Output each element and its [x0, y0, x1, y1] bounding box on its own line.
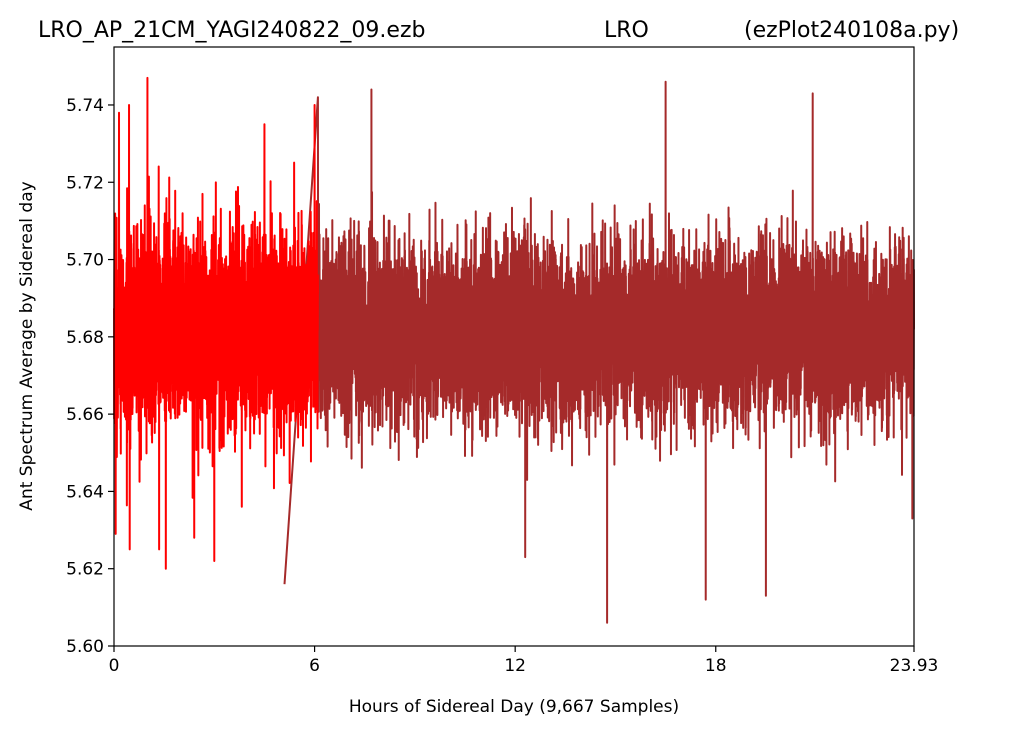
- y-tick-label: 5.60: [66, 637, 104, 657]
- series-layer: [113, 76, 915, 624]
- chart-site-title: LRO: [604, 18, 649, 43]
- x-tick-label: 18: [705, 656, 727, 676]
- y-axis-label: Ant Spectrum Average by Sidereal day: [17, 181, 37, 510]
- plot-area: [113, 46, 915, 647]
- y-tick-label: 5.62: [66, 560, 104, 580]
- y-tick-label: 5.66: [66, 405, 104, 425]
- y-tick-label: 5.72: [66, 173, 104, 193]
- x-tick-label: 0: [109, 656, 120, 676]
- series-line-brown: [283, 80, 915, 624]
- y-tick-label: 5.64: [66, 482, 104, 502]
- chart-script-title: (ezPlot240108a.py): [744, 18, 959, 43]
- y-tick-label: 5.74: [66, 96, 104, 116]
- y-tick-label: 5.68: [66, 328, 104, 348]
- x-axis-label: Hours of Sidereal Day (9,667 Samples): [349, 697, 679, 717]
- y-axis: 5.60 5.62 5.64 5.66 5.68 5.70 5.72 5.74: [66, 96, 114, 657]
- x-axis: 0 6 12 18 23.93: [109, 646, 939, 676]
- plot-frame: [113, 46, 915, 647]
- x-tick-label: 12: [504, 656, 526, 676]
- chart-file-title: LRO_AP_21CM_YAGI240822_09.ezb: [38, 18, 425, 43]
- x-tick-label: 6: [309, 656, 320, 676]
- series-line-red: [113, 76, 319, 570]
- x-tick-label: 23.93: [890, 656, 939, 676]
- y-tick-label: 5.70: [66, 251, 104, 271]
